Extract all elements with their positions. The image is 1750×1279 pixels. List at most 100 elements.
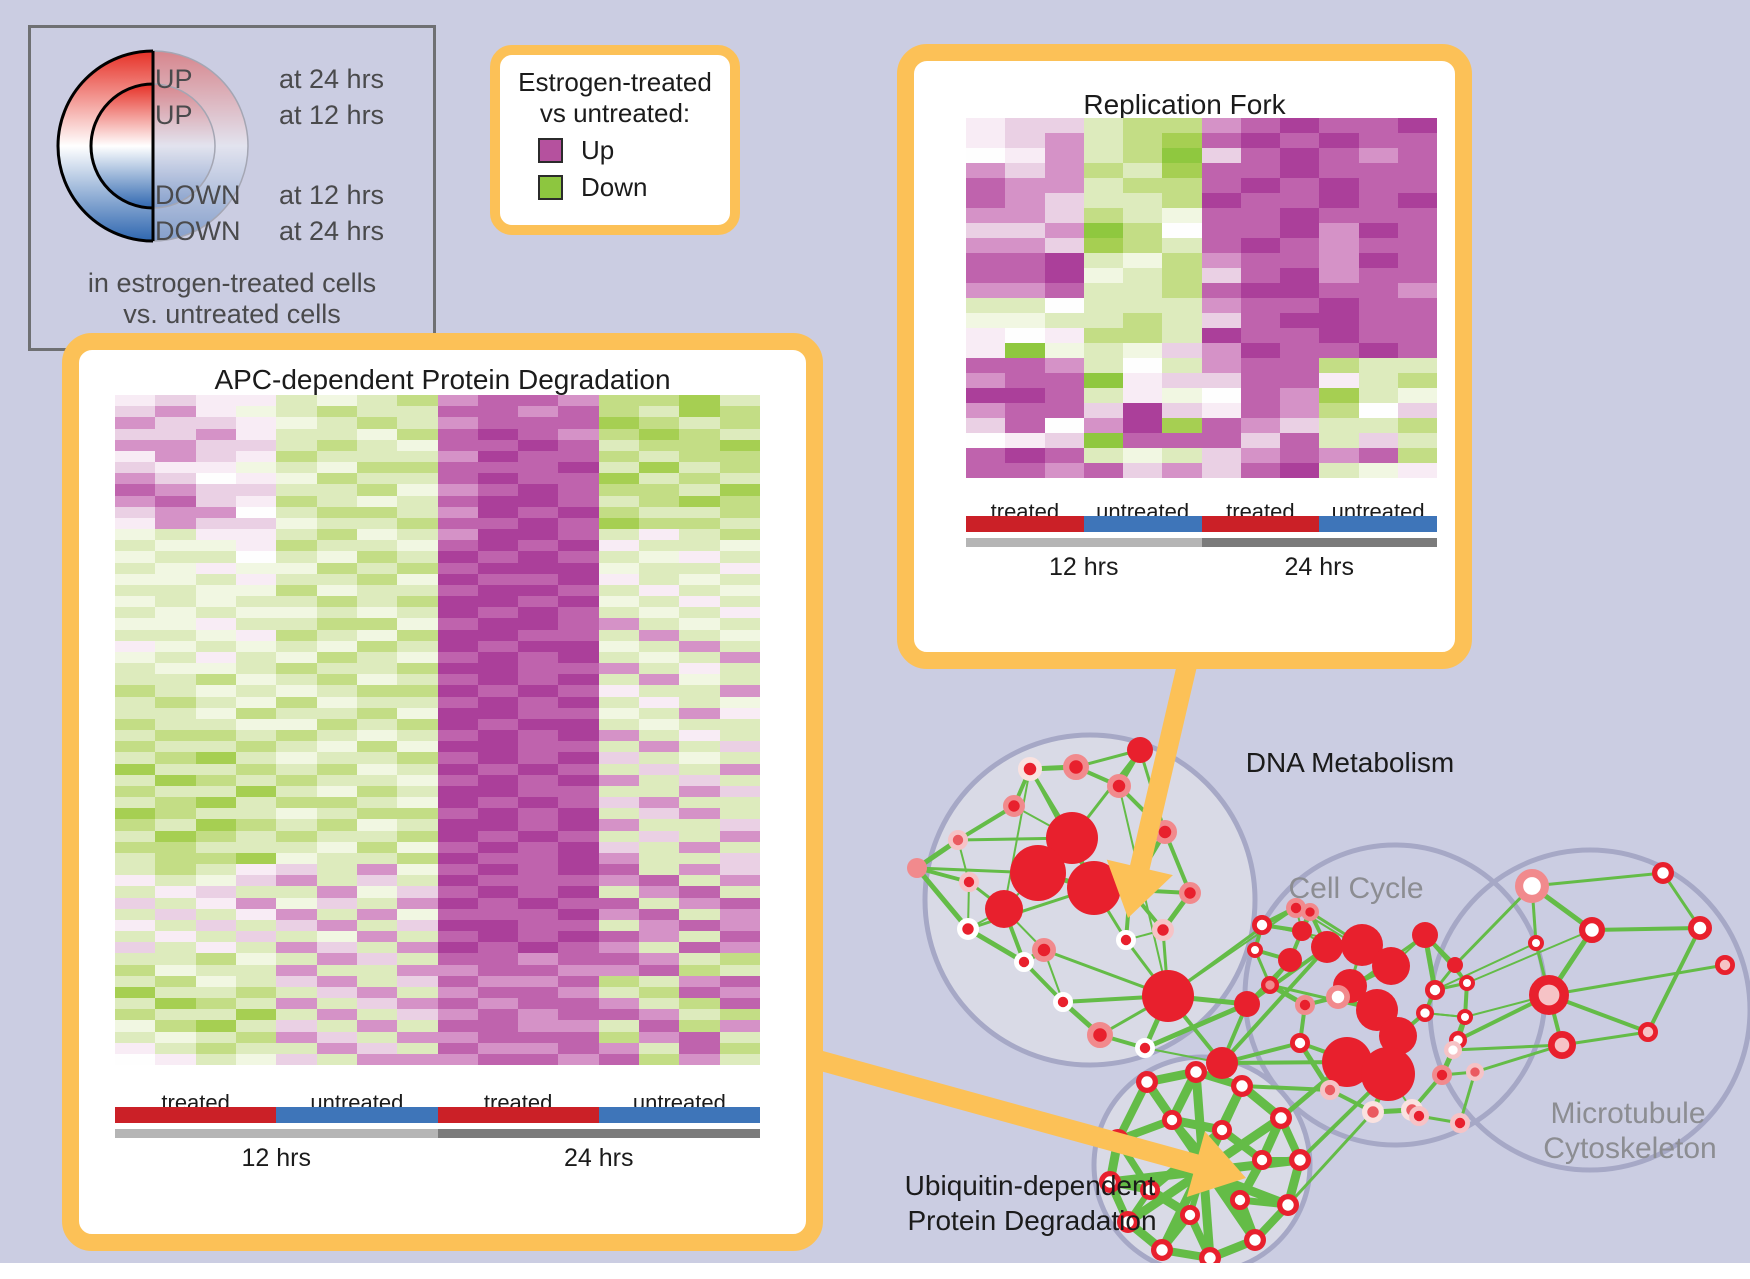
- heatmap-cell: [437, 1053, 478, 1065]
- heatmap-cell: [639, 1031, 680, 1043]
- heatmap-cell: [1319, 373, 1359, 388]
- heatmap-cell: [1358, 268, 1398, 283]
- heatmap-cell: [316, 741, 357, 753]
- heatmap-cell: [679, 584, 720, 596]
- heatmap-cell: [437, 730, 478, 742]
- heatmap-cell: [1280, 253, 1320, 268]
- estrogen-legend-box: Estrogen-treated vs untreated: Up Down: [490, 45, 740, 235]
- node-ring: [1099, 1171, 1122, 1194]
- heatmap-cell: [437, 529, 478, 541]
- heatmap-cell: [639, 886, 680, 898]
- time-label-24-hrs: 24 hrs: [1284, 553, 1354, 581]
- heatmap-cell: [1044, 238, 1084, 253]
- ubiquitin-label-line2: Protein Degradation: [907, 1205, 1157, 1236]
- heatmap-cell: [598, 506, 640, 518]
- heatmap-cell: [397, 730, 438, 742]
- heatmap-cell: [356, 651, 398, 663]
- heatmap-cell: [1162, 298, 1202, 313]
- heatmap-cell: [558, 551, 599, 563]
- heatmap-cell: [155, 450, 196, 462]
- replication-fork-title: Replication Fork: [1083, 89, 1286, 120]
- heatmap-cell: [1201, 418, 1241, 433]
- heatmap-cell: [155, 395, 196, 407]
- heatmap-cell: [1162, 283, 1202, 298]
- heatmap-cell: [397, 897, 438, 909]
- heatmap-cell: [1162, 238, 1202, 253]
- heatmap-cell: [316, 640, 357, 652]
- condition-bar: [115, 1107, 277, 1123]
- heatmap-cell: [477, 875, 519, 887]
- heatmap-cell: [235, 439, 277, 451]
- heatmap-cell: [115, 718, 156, 730]
- heatmap-cell: [437, 596, 478, 608]
- heatmap-cell: [155, 741, 196, 753]
- heatmap-cell: [639, 774, 680, 786]
- heatmap-cell: [276, 1053, 317, 1065]
- heatmap-cell: [1083, 373, 1123, 388]
- heatmap-cell: [155, 640, 196, 652]
- heatmap-cell: [276, 931, 317, 943]
- heatmap-cell: [558, 562, 599, 574]
- heatmap-cell: [477, 785, 519, 797]
- node-ring: [1459, 975, 1475, 991]
- heatmap-cell: [356, 886, 398, 898]
- heatmap-cell: [235, 964, 277, 976]
- heatmap-cell: [1162, 148, 1202, 163]
- heatmap-cell: [518, 495, 559, 507]
- heatmap-cell: [598, 618, 640, 630]
- heatmap-cell: [477, 529, 519, 541]
- heatmap-cell: [115, 540, 156, 552]
- heatmap-cell: [195, 919, 236, 931]
- heatmap-cell: [558, 428, 599, 440]
- heatmap-cell: [1397, 178, 1437, 193]
- heatmap-cell: [356, 819, 398, 831]
- heatmap-cell: [1123, 373, 1163, 388]
- heatmap-cell: [115, 774, 156, 786]
- heatmap-cell: [356, 774, 398, 786]
- heatmap-cell: [397, 931, 438, 943]
- heatmap-cell: [598, 529, 640, 541]
- heatmap-cell: [1280, 283, 1320, 298]
- heatmap-cell: [356, 741, 398, 753]
- heatmap-cell: [356, 1020, 398, 1032]
- heatmap-cell: [397, 953, 438, 965]
- heatmap-cell: [719, 640, 760, 652]
- heatmap-cell: [356, 685, 398, 697]
- heatmap-cell: [1162, 208, 1202, 223]
- heatmap-cell: [558, 696, 599, 708]
- heatmap-cell: [477, 964, 519, 976]
- heatmap-cell: [276, 808, 317, 820]
- heatmap-cell: [1397, 223, 1437, 238]
- heatmap-cell: [558, 752, 599, 764]
- cell-cycle-label: Cell Cycle: [1288, 872, 1424, 905]
- heatmap-cell: [558, 897, 599, 909]
- heatmap-cell: [155, 752, 196, 764]
- heatmap-cell: [155, 886, 196, 898]
- heatmap-cell: [477, 428, 519, 440]
- heatmap-cell: [276, 395, 317, 407]
- heatmap-cell: [235, 506, 277, 518]
- heatmap-cell: [155, 506, 196, 518]
- heatmap-cell: [719, 651, 760, 663]
- heatmap-cell: [558, 1042, 599, 1054]
- heatmap-cell: [1201, 298, 1241, 313]
- heatmap-cell: [1280, 148, 1320, 163]
- heatmap-cell: [558, 596, 599, 608]
- heatmap-cell: [518, 718, 559, 730]
- heatmap-cell: [558, 540, 599, 552]
- heatmap-cell: [397, 484, 438, 496]
- heatmap-cell: [276, 741, 317, 753]
- heatmap-cell: [1319, 193, 1359, 208]
- heatmap-cell: [639, 975, 680, 987]
- heatmap-cell: [356, 1042, 398, 1054]
- heatmap-cell: [397, 1020, 438, 1032]
- heatmap-cell: [477, 741, 519, 753]
- heatmap-cell: [1123, 283, 1163, 298]
- heatmap-cell: [356, 763, 398, 775]
- heatmap-cell: [639, 785, 680, 797]
- heatmap-cell: [518, 395, 559, 407]
- heatmap-cell: [966, 388, 1006, 403]
- heatmap-cell: [1358, 208, 1398, 223]
- heatmap-cell: [639, 473, 680, 485]
- heatmap-cell: [639, 797, 680, 809]
